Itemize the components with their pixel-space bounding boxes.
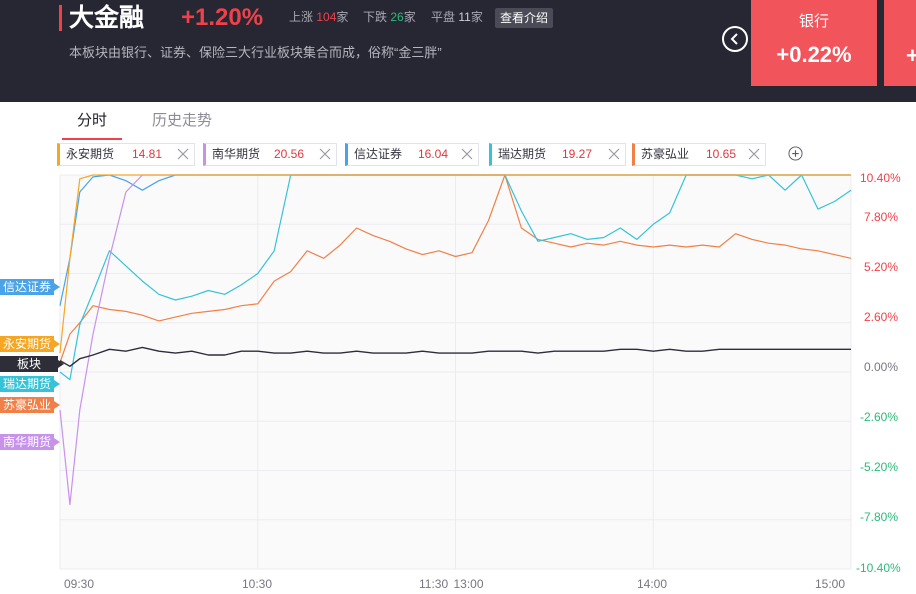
- legend-value: 10.65: [706, 147, 737, 161]
- x-tick-label: 09:30: [64, 577, 95, 591]
- chevron-left-icon: [730, 33, 738, 45]
- y-tick-label: -10.40%: [856, 561, 901, 575]
- series-tag-board: 板块: [0, 356, 64, 372]
- tab-intraday[interactable]: 分时: [62, 102, 122, 140]
- down-count-stat: 下跌 26家: [363, 9, 416, 25]
- close-icon[interactable]: [319, 148, 331, 160]
- y-tick-label: -5.20%: [860, 460, 899, 474]
- board-title: 大金融: [69, 4, 145, 32]
- view-intro-button[interactable]: 查看介绍: [495, 8, 554, 28]
- series-line-stock-1: [59, 174, 851, 354]
- legend-name: 南华期货: [212, 147, 261, 161]
- close-icon[interactable]: [177, 148, 189, 160]
- x-tick-label: 10:30: [242, 577, 273, 591]
- card-change: +0.22%: [776, 42, 852, 67]
- down-label: 下跌: [363, 10, 388, 24]
- prev-board-button[interactable]: [722, 26, 748, 52]
- legend-name: 永安期货: [66, 147, 115, 161]
- legend-name: 苏豪弘业: [641, 147, 690, 161]
- board-change: +1.20%: [181, 4, 264, 31]
- legend-item-ruida[interactable]: 瑞达期货 19.27: [489, 143, 626, 166]
- series-tag-ruida: 瑞达期货: [0, 376, 61, 392]
- board-card-bank[interactable]: 银行 +0.22%: [751, 0, 877, 86]
- y-tick-label: 5.20%: [864, 260, 899, 274]
- flat-label: 平盘: [431, 10, 456, 24]
- up-unit: 家: [336, 10, 349, 24]
- legend-item-nanhua[interactable]: 南华期货 20.56: [203, 143, 337, 166]
- y-tick-label: -7.80%: [860, 510, 899, 524]
- series-line-stock-2: [59, 174, 851, 506]
- up-count-stat: 上涨 104家: [289, 9, 348, 25]
- legend-value: 16.04: [418, 147, 449, 161]
- y-tick-label: 0.00%: [864, 360, 899, 374]
- series-tag-yongan: 永安期货: [0, 336, 61, 352]
- series-line-stock-3: [59, 174, 851, 306]
- board-header: 大金融 +1.20% 上涨 104家 下跌 26家 平盘 11家 查看介绍 本板…: [0, 0, 916, 102]
- x-tick-label: 11:30 13:00: [419, 577, 484, 591]
- up-label: 上涨: [289, 10, 314, 24]
- legend-value: 20.56: [274, 147, 305, 161]
- board-description: 本板块由银行、证券、保险三大行业板块集合而成，俗称“金三胖”: [69, 45, 442, 60]
- legend-item-suhao[interactable]: 苏豪弘业 10.65: [632, 143, 766, 166]
- y-tick-label: 7.80%: [864, 210, 899, 224]
- title-accent-bar: [59, 5, 62, 31]
- board-card-next[interactable]: +: [884, 0, 916, 86]
- x-tick-label: 14:00: [637, 577, 668, 591]
- up-count: 104: [316, 10, 337, 24]
- card-name: 银行: [798, 13, 829, 30]
- flat-count: 11: [458, 10, 471, 24]
- series-line-board: [59, 346, 851, 367]
- close-icon[interactable]: [748, 148, 760, 160]
- tab-history[interactable]: 历史走势: [151, 112, 212, 129]
- legend-value: 14.81: [132, 147, 163, 161]
- legend-item-xinda[interactable]: 信达证券 16.04: [345, 143, 479, 166]
- series-line-stock-4: [59, 174, 852, 381]
- legend-item-yongan[interactable]: 永安期货 14.81: [57, 143, 195, 166]
- series-tag-suhao: 苏豪弘业: [0, 397, 61, 413]
- series-tag-nanhua: 南华期货: [0, 434, 61, 450]
- close-icon[interactable]: [608, 148, 620, 160]
- flat-unit: 家: [470, 10, 483, 24]
- legend-value: 19.27: [562, 147, 593, 161]
- series-tag-xinda: 信达证券: [0, 279, 61, 295]
- y-tick-label: 10.40%: [860, 171, 901, 185]
- legend-name: 瑞达期货: [498, 147, 547, 161]
- flat-count-stat: 平盘 11家: [431, 9, 483, 25]
- y-tick-label: -2.60%: [860, 410, 899, 424]
- close-icon[interactable]: [461, 148, 473, 160]
- series-line-stock-5: [59, 174, 852, 363]
- legend-name: 信达证券: [354, 147, 403, 161]
- down-unit: 家: [403, 10, 416, 24]
- plot-area: [60, 175, 851, 569]
- card-next-change: +: [906, 43, 916, 68]
- down-count: 26: [390, 10, 404, 24]
- y-tick-label: 2.60%: [864, 310, 899, 324]
- x-tick-label: 15:00: [815, 577, 846, 591]
- plus-circle-icon[interactable]: [788, 146, 803, 161]
